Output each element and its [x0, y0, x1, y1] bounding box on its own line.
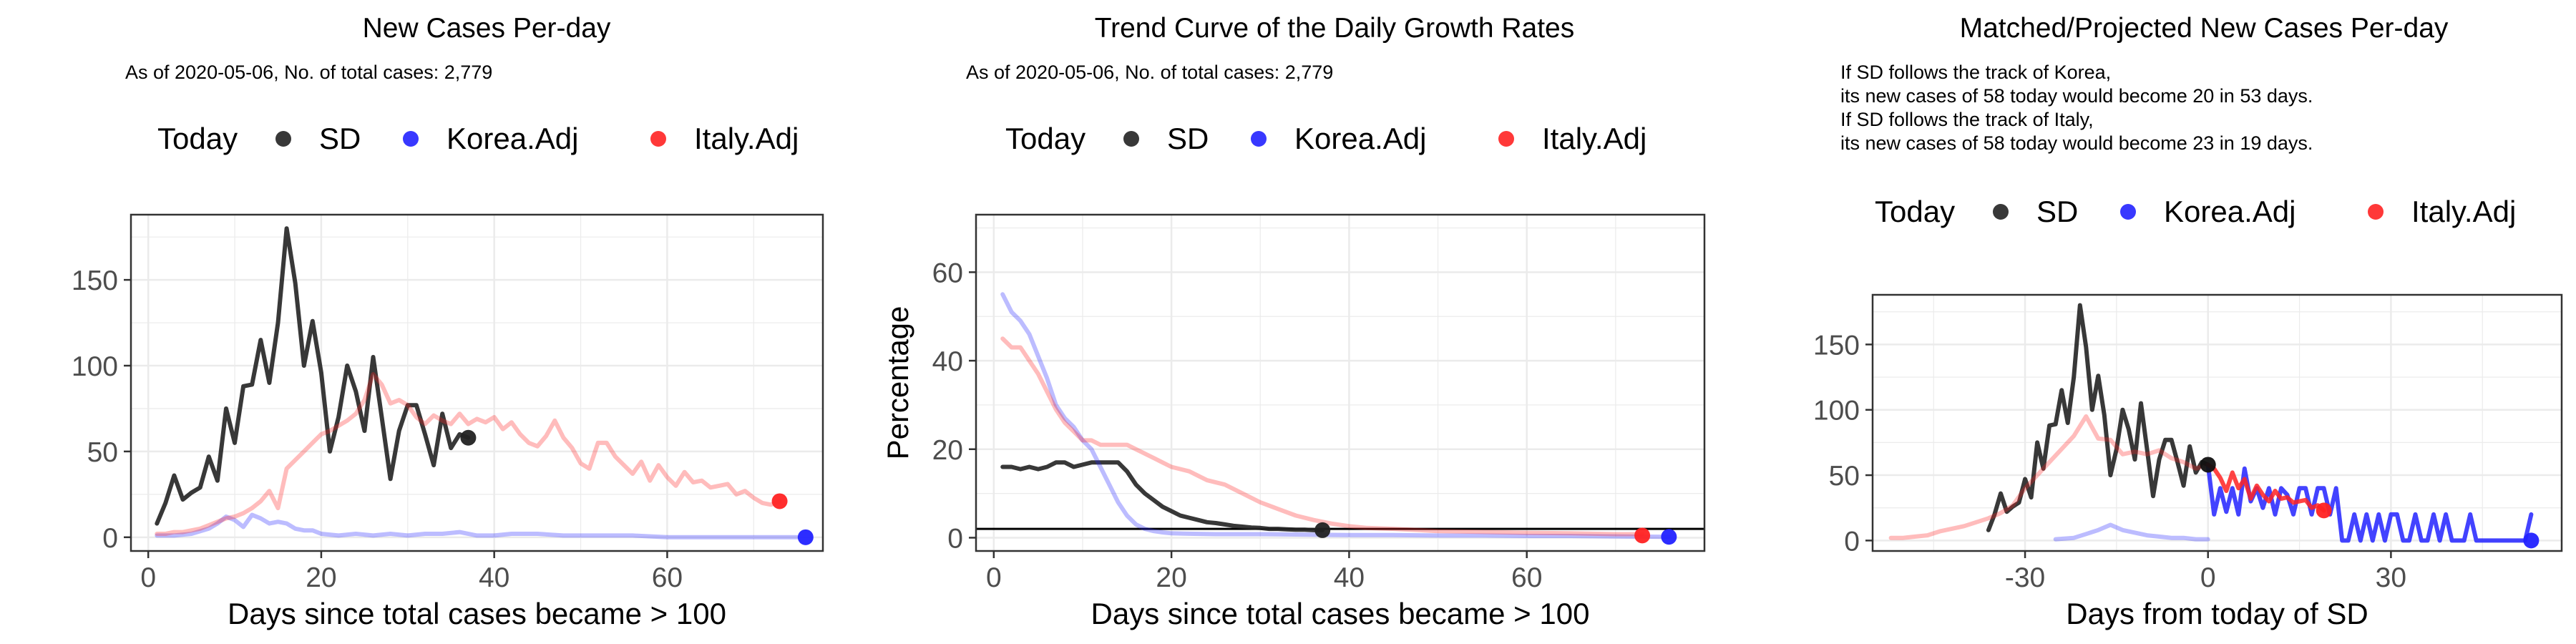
legend-key-italy-adj	[2368, 204, 2384, 220]
chart-legend: Today SD Korea.Adj Italy.Adj	[1875, 195, 2516, 228]
legend-key-sd	[1123, 131, 1139, 147]
chart-legend: Today SD Korea.Adj Italy.Adj	[157, 122, 799, 155]
legend-key-korea-adj	[403, 131, 419, 147]
plot-background	[976, 215, 1704, 551]
legend-label-korea-adj: Korea.Adj	[2164, 195, 2296, 228]
y-tick-label: 0	[947, 523, 963, 554]
legend-key-sd	[1993, 204, 2009, 220]
chart-subtitle: As of 2020-05-06, No. of total cases: 2,…	[125, 62, 492, 83]
today-point-korea-adj	[1661, 529, 1677, 545]
x-axis-label: Days since total cases became > 100	[228, 597, 726, 630]
plot-background	[131, 215, 823, 551]
legend-label-italy-adj: Italy.Adj	[2411, 195, 2516, 228]
y-tick-label: 40	[932, 346, 963, 377]
y-tick-label: 50	[87, 437, 118, 468]
legend-key-korea-adj	[1251, 131, 1267, 147]
x-axis-label: Days since total cases became > 100	[1091, 597, 1590, 630]
x-tick-label: 0	[2200, 562, 2216, 593]
x-axis-label: Days from today of SD	[2066, 597, 2368, 630]
chart-annotation: its new cases of 58 today would become 2…	[1840, 85, 2313, 107]
series-line-italy-adj-past-	[1888, 414, 2210, 540]
x-tick-label: 60	[1511, 562, 1542, 593]
series-line-korea-adj-past-	[2053, 522, 2210, 542]
today-point-sd	[460, 429, 477, 446]
plot-border	[975, 213, 1706, 552]
chart-annotation: its new cases of 58 today would become 2…	[1840, 132, 2313, 154]
legend-label-sd: SD	[319, 122, 361, 155]
y-axis-label: Percentage	[881, 306, 914, 460]
series-line-sd	[1000, 460, 1325, 532]
series-line-korea-adj	[155, 512, 799, 540]
legend-key-italy-adj	[650, 131, 666, 147]
chart-annotation: If SD follows the track of Italy,	[1840, 109, 2094, 130]
series-line-italy-adj	[2205, 462, 2326, 513]
legend-title: Today	[157, 122, 238, 155]
legend-title: Today	[1005, 122, 1085, 155]
chart-annotation: If SD follows the track of Korea,	[1840, 62, 2111, 83]
y-tick-label: 0	[1844, 526, 1860, 557]
chart-title: New Cases Per-day	[363, 13, 611, 44]
y-tick-label: 50	[1829, 461, 1860, 492]
x-tick-label: -30	[2005, 562, 2045, 593]
x-tick-label: 40	[479, 562, 509, 593]
new-cases-chart: New Cases Per-day As of 2020-05-06, No. o…	[72, 13, 824, 630]
projected-cases-chart: Matched/Projected New Cases Per-day If SD…	[1813, 13, 2563, 630]
legend-title: Today	[1875, 195, 1955, 228]
legend-key-sd	[275, 131, 291, 147]
legend-key-korea-adj	[2120, 204, 2136, 220]
legend-label-italy-adj: Italy.Adj	[694, 122, 799, 155]
y-tick-label: 150	[72, 265, 118, 296]
x-tick-label: 20	[306, 562, 336, 593]
legend-label-korea-adj: Korea.Adj	[1294, 122, 1426, 155]
today-point-italy-adj	[2316, 502, 2332, 519]
series-line-italy-adj	[155, 372, 782, 536]
today-point-italy-adj	[771, 493, 788, 509]
y-tick-label: 0	[102, 523, 118, 554]
y-tick-label: 20	[932, 435, 963, 466]
x-tick-label: 40	[1334, 562, 1365, 593]
chart-title: Matched/Projected New Cases Per-day	[1960, 13, 2449, 44]
x-tick-label: 0	[986, 562, 1002, 593]
series-line-sd	[1986, 303, 2210, 532]
plot-background	[1873, 295, 2562, 551]
legend-label-korea-adj: Korea.Adj	[447, 122, 578, 155]
plot-border	[130, 213, 824, 552]
growth-rate-chart: Trend Curve of the Daily Growth Rates As …	[881, 13, 1706, 630]
y-tick-label: 60	[932, 258, 963, 288]
today-point-sd	[2200, 457, 2216, 473]
today-point-korea-adj	[797, 529, 814, 545]
series-line-sd	[155, 226, 471, 526]
today-point-korea-adj	[2523, 532, 2540, 549]
series-line-korea-adj	[1000, 292, 1672, 540]
today-point-italy-adj	[1634, 527, 1651, 544]
legend-label-sd: SD	[1167, 122, 1209, 155]
x-tick-label: 0	[140, 562, 156, 593]
x-tick-label: 20	[1156, 562, 1186, 593]
legend-label-sd: SD	[2036, 195, 2078, 228]
chart-subtitle: As of 2020-05-06, No. of total cases: 2,…	[966, 62, 1333, 83]
plot-border	[1871, 293, 2563, 552]
chart-legend: Today SD Korea.Adj Italy.Adj	[1005, 122, 1646, 155]
y-tick-label: 100	[1813, 396, 1860, 426]
series-line-korea-adj	[2205, 462, 2534, 543]
x-tick-label: 30	[2376, 562, 2406, 593]
legend-label-italy-adj: Italy.Adj	[1542, 122, 1646, 155]
x-tick-label: 60	[652, 562, 683, 593]
chart-title: Trend Curve of the Daily Growth Rates	[1095, 13, 1574, 44]
y-tick-label: 100	[72, 351, 118, 382]
legend-key-italy-adj	[1498, 131, 1514, 147]
y-tick-label: 150	[1813, 330, 1860, 361]
series-line-italy-adj	[1000, 336, 1645, 537]
today-point-sd	[1314, 522, 1331, 538]
